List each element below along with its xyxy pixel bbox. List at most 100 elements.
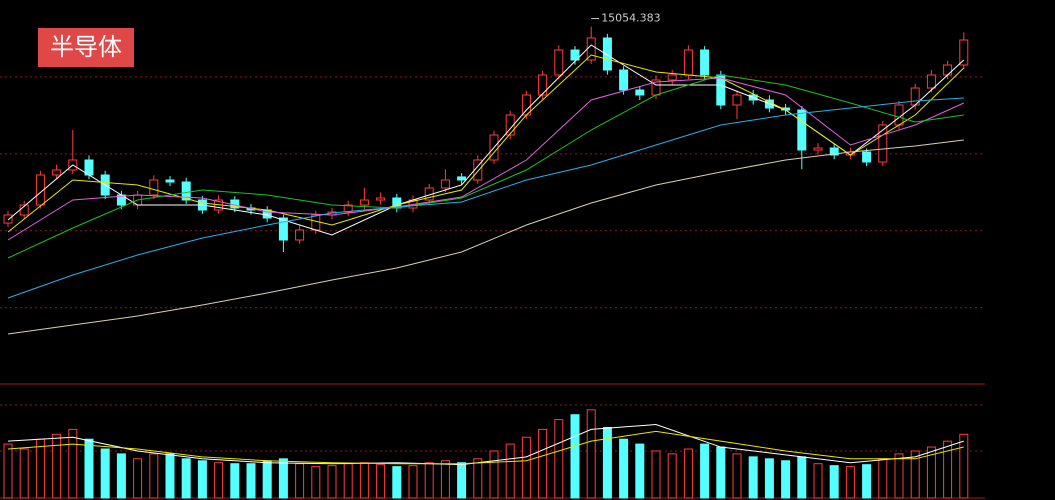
volume-bar bbox=[813, 463, 823, 499]
candle-body bbox=[959, 39, 969, 66]
candle-body bbox=[926, 74, 936, 89]
candle-body bbox=[732, 94, 742, 106]
ma-line bbox=[7, 54, 965, 233]
volume-bar bbox=[457, 462, 467, 499]
volume-bar bbox=[862, 464, 872, 499]
ma-line bbox=[7, 74, 964, 259]
volume-bar bbox=[35, 438, 45, 499]
volume-bar bbox=[910, 450, 920, 499]
title-box bbox=[38, 28, 134, 67]
volume-bar bbox=[797, 456, 807, 499]
volume-bar bbox=[845, 466, 855, 499]
candle-body bbox=[586, 37, 596, 61]
volume-bar bbox=[3, 443, 13, 499]
volume-bar bbox=[440, 460, 450, 499]
ma-line bbox=[7, 139, 964, 335]
volume-bar bbox=[570, 414, 580, 499]
volume-bar bbox=[262, 460, 272, 499]
volume-bar bbox=[959, 433, 969, 499]
candle-body bbox=[797, 109, 807, 151]
volume-bar bbox=[327, 465, 337, 499]
candle-body bbox=[619, 69, 629, 91]
volume-bar bbox=[732, 453, 742, 499]
candle-body bbox=[878, 124, 888, 163]
volume-bar bbox=[781, 460, 791, 499]
volume-bar bbox=[748, 456, 758, 499]
volume-bar bbox=[133, 458, 143, 499]
candle-body bbox=[149, 179, 159, 196]
candle-body bbox=[538, 74, 548, 96]
volume-bar bbox=[829, 465, 839, 499]
volume-bar bbox=[343, 463, 353, 499]
volume-bar bbox=[473, 458, 483, 499]
candle-body bbox=[700, 49, 710, 76]
candle-body bbox=[181, 181, 191, 201]
candle-body bbox=[667, 74, 677, 81]
candle-body bbox=[440, 179, 450, 189]
chart-title: 半导体 bbox=[50, 33, 122, 61]
volume-bar bbox=[68, 428, 78, 499]
candle-body bbox=[635, 89, 645, 96]
candle-body bbox=[52, 169, 62, 176]
candle-body bbox=[813, 147, 823, 151]
volume-bar bbox=[521, 436, 531, 499]
ma-line bbox=[7, 44, 965, 236]
volume-bar bbox=[311, 466, 321, 499]
candle-body bbox=[862, 151, 872, 163]
volume-bar bbox=[214, 462, 224, 499]
ma-line bbox=[7, 97, 964, 299]
volume-bar bbox=[149, 453, 159, 499]
volume-bar bbox=[19, 448, 29, 499]
candle-body bbox=[829, 147, 839, 156]
volume-bar bbox=[165, 453, 175, 499]
candle-body bbox=[473, 159, 483, 181]
candle-body bbox=[602, 37, 612, 71]
candle-body bbox=[3, 214, 13, 224]
volume-bar bbox=[554, 419, 564, 499]
volume-bar bbox=[894, 453, 904, 499]
ma-line bbox=[7, 430, 964, 465]
candle-body bbox=[278, 217, 288, 241]
volume-bar bbox=[489, 450, 499, 499]
volume-bar bbox=[651, 450, 661, 499]
volume-bar bbox=[278, 458, 288, 499]
volume-bar bbox=[100, 448, 110, 499]
volume-bar bbox=[116, 453, 126, 499]
volume-bar bbox=[84, 438, 94, 499]
volume-bar bbox=[716, 446, 726, 499]
volume-bar bbox=[538, 428, 548, 499]
candle-body bbox=[311, 214, 321, 231]
volume-bar bbox=[246, 463, 256, 499]
volume-bar bbox=[700, 443, 710, 499]
candle-body bbox=[943, 64, 953, 76]
volume-bar bbox=[586, 409, 596, 499]
candle-body bbox=[359, 199, 369, 206]
volume-bar bbox=[943, 440, 953, 499]
candle-body bbox=[570, 49, 580, 61]
volume-bar bbox=[619, 438, 629, 499]
volume-bar bbox=[295, 463, 305, 499]
candle-body bbox=[35, 174, 45, 206]
peak-label: 15054.383 bbox=[601, 12, 661, 25]
volume-bar bbox=[635, 443, 645, 499]
volume-bar bbox=[181, 458, 191, 499]
candle-body bbox=[554, 49, 564, 76]
candle-body bbox=[376, 197, 386, 201]
volume-bar bbox=[667, 453, 677, 499]
volume-bar bbox=[197, 460, 207, 499]
candle-body bbox=[683, 49, 693, 76]
volume-bar bbox=[602, 426, 612, 499]
volume-bar bbox=[392, 466, 402, 499]
candle-body bbox=[505, 114, 515, 136]
candle-body bbox=[165, 179, 175, 183]
volume-bar bbox=[408, 465, 418, 499]
candle-body bbox=[295, 229, 305, 241]
ma-line bbox=[7, 77, 965, 241]
volume-bar bbox=[683, 448, 693, 499]
volume-bar bbox=[764, 458, 774, 499]
volume-bar bbox=[359, 462, 369, 499]
ma-line bbox=[7, 423, 964, 466]
volume-bar bbox=[926, 446, 936, 499]
volume-bar bbox=[52, 433, 62, 499]
